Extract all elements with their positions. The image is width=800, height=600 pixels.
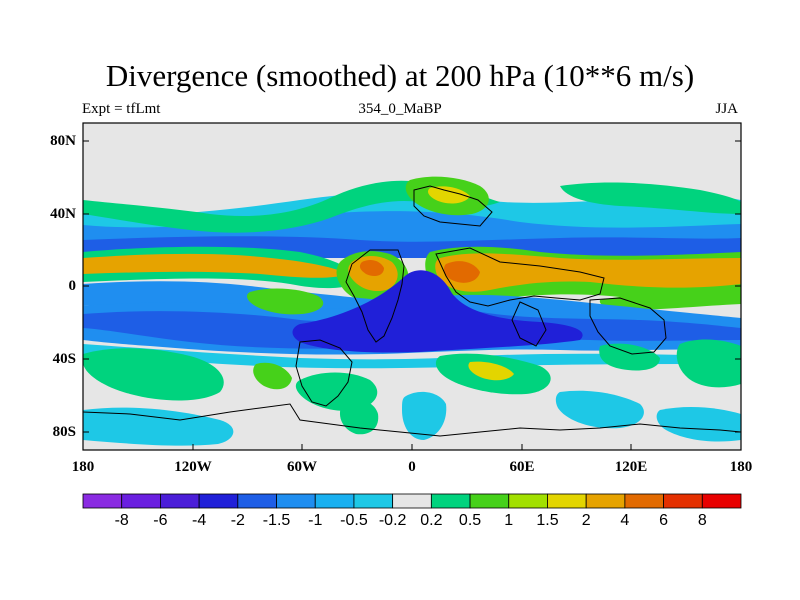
region-pos-eurasia-core xyxy=(428,186,470,204)
region-pos-africa-peak xyxy=(359,260,384,276)
axis-ticks xyxy=(82,140,742,450)
colorbar-swatch xyxy=(121,493,161,509)
coastline-australia xyxy=(589,297,667,355)
colorbar-label: -1.5 xyxy=(262,512,291,529)
y-label-40n: 40N xyxy=(50,206,76,222)
region-neg-antarctic-east xyxy=(656,407,741,442)
region-pos-antarctic-center xyxy=(339,399,379,435)
x-label-180w: 180 xyxy=(71,459,95,475)
region-pos-south-indian-core xyxy=(468,361,514,381)
region-pos-australia-east xyxy=(676,339,741,388)
y-label-80s: 80S xyxy=(52,424,76,440)
colorbar-label: -1 xyxy=(308,512,323,529)
season-label: JJA xyxy=(715,101,738,117)
colorbar-swatch xyxy=(314,493,355,509)
colorbar-swatch xyxy=(547,493,587,509)
colorbar-swatch xyxy=(430,493,471,509)
colorbar-label: -2 xyxy=(230,512,245,529)
x-label-60e: 60E xyxy=(509,459,535,475)
colorbar-label: 2 xyxy=(581,512,591,529)
colorbar-swatch xyxy=(663,493,703,509)
colorbar-label: 8 xyxy=(697,512,707,529)
region-pos-antarctic-east xyxy=(599,343,660,371)
chart-title: Divergence (smoothed) at 200 hPa (10**6 … xyxy=(105,58,695,93)
region-pos-north-arc xyxy=(83,180,500,233)
region-pos-south-pacific-core xyxy=(247,288,324,315)
colorbar-swatch xyxy=(276,493,316,509)
region-pos-south-pacific xyxy=(83,348,224,401)
x-label-0: 0 xyxy=(408,459,416,475)
divergence-field xyxy=(83,123,741,450)
colorbar xyxy=(82,493,742,509)
y-label-eq: 0 xyxy=(68,278,77,294)
colorbar-label: 1 xyxy=(504,512,514,529)
colorbar-swatch xyxy=(508,493,548,509)
region-neg-south-edge xyxy=(83,344,741,369)
colorbar-swatch xyxy=(701,493,742,509)
colorbar-label: 0.2 xyxy=(420,512,443,529)
region-neg-antarctic-atlantic xyxy=(402,391,447,440)
region-pos-south-pacific-east xyxy=(599,290,741,310)
period-label: 354_0_MaBP xyxy=(358,101,442,117)
colorbar-label: -0.5 xyxy=(340,512,368,529)
colorbar-swatch xyxy=(353,493,394,509)
x-label-120e: 120E xyxy=(614,459,648,475)
colorbar-swatch xyxy=(585,493,626,509)
colorbar-swatch xyxy=(624,493,664,509)
colorbar-swatch xyxy=(198,493,239,509)
experiment-label: Expt = tfLmt xyxy=(82,101,161,117)
colorbar-label: 4 xyxy=(620,512,630,529)
x-label-180e: 180 xyxy=(729,459,753,475)
coastline-eurasia xyxy=(413,185,493,227)
x-label-60w: 60W xyxy=(287,459,317,475)
region-pos-asia-peak xyxy=(444,261,480,283)
region-pos-south-west xyxy=(253,362,292,390)
colorbar-label: -8 xyxy=(114,512,129,529)
coastline-africa xyxy=(345,249,405,343)
coastline-indochina xyxy=(511,301,547,347)
colorbar-swatch xyxy=(237,493,277,509)
colorbar-label: 1.5 xyxy=(536,512,559,529)
colorbar-swatch xyxy=(82,493,123,509)
colorbar-label: -6 xyxy=(153,512,168,529)
coastline-south-america xyxy=(295,339,353,407)
region-pos-pacific-north xyxy=(560,182,741,214)
y-label-40s: 40S xyxy=(52,351,76,367)
x-label-120w: 120W xyxy=(174,459,212,475)
colorbar-swatch xyxy=(469,493,510,509)
region-pos-tropical-band xyxy=(83,253,350,278)
coastline-antarctica xyxy=(82,403,742,437)
colorbar-swatch xyxy=(160,493,200,509)
colorbar-label: -0.2 xyxy=(378,512,407,529)
coastlines xyxy=(82,185,742,437)
y-label-80n: 80N xyxy=(50,133,76,149)
coastline-asia xyxy=(435,247,605,307)
region-neg-antarctic-indian xyxy=(555,390,644,429)
colorbar-label: -4 xyxy=(191,512,207,529)
colorbar-swatch xyxy=(392,493,432,509)
colorbar-label: 6 xyxy=(659,512,669,529)
region-neg-south-core xyxy=(292,270,583,353)
colorbar-label: 0.5 xyxy=(458,512,482,529)
